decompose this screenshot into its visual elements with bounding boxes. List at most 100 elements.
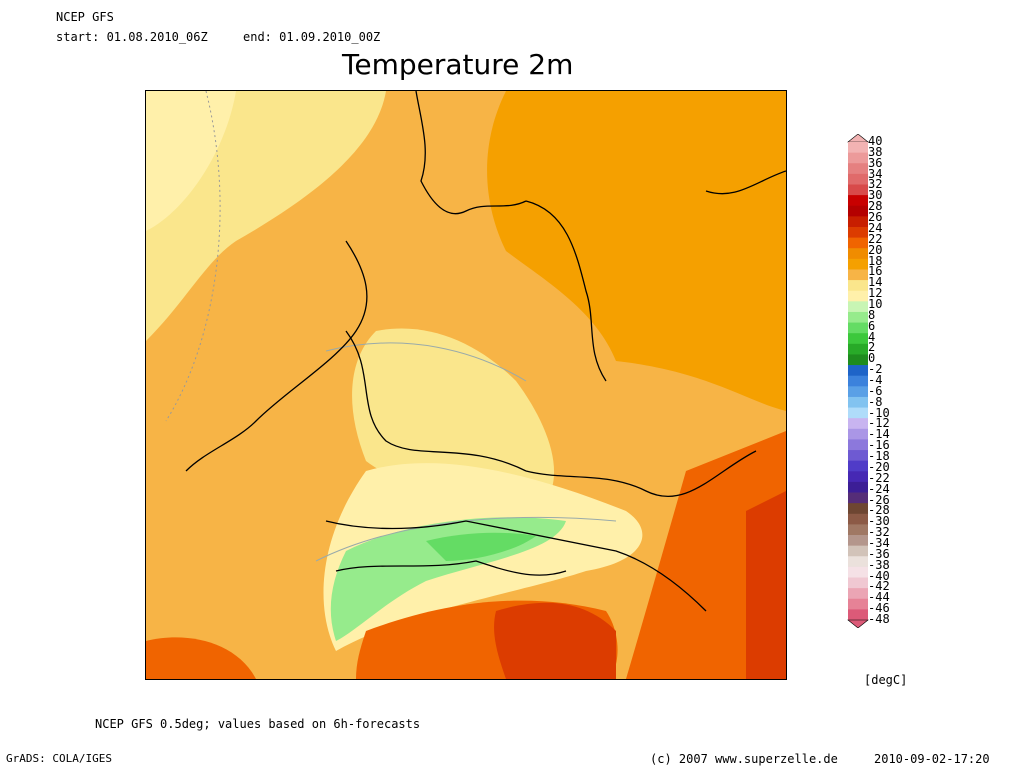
legend-label: 10 (868, 296, 883, 311)
legend-swatch (848, 577, 868, 589)
legend-swatch (848, 471, 868, 483)
legend-swatch (848, 450, 868, 462)
legend-label: -34 (868, 535, 890, 550)
legend-label: -40 (868, 568, 890, 583)
legend-swatch (848, 237, 868, 249)
legend-label: 36 (868, 155, 883, 170)
legend-label: 38 (868, 144, 883, 159)
legend-swatch (848, 258, 868, 270)
legend-swatch (848, 566, 868, 578)
legend-bar (847, 133, 869, 629)
legend-label: -48 (868, 612, 890, 626)
legend-swatch (848, 609, 868, 621)
legend-swatch (848, 375, 868, 387)
legend-label: -20 (868, 459, 890, 474)
legend-swatch (848, 503, 868, 515)
legend-label: -28 (868, 503, 890, 518)
legend-swatch (848, 545, 868, 557)
legend-label: -42 (868, 579, 890, 594)
legend-swatch (848, 301, 868, 313)
legend-swatch (848, 407, 868, 419)
legend-swatch (848, 418, 868, 430)
footer-note: NCEP GFS 0.5deg; values based on 6h-fore… (95, 717, 421, 731)
legend-swatch (848, 322, 868, 334)
temperature-map (145, 90, 787, 680)
legend-arrow-bottom (847, 619, 869, 629)
timestamp: 2010-09-02-17:20 (874, 752, 990, 766)
color-legend (846, 133, 906, 629)
legend-swatch (848, 439, 868, 451)
legend-swatch (848, 142, 868, 154)
legend-swatch (848, 226, 868, 238)
legend-label: 14 (868, 275, 883, 290)
legend-label: -22 (868, 470, 890, 485)
legend-label: -36 (868, 546, 890, 561)
legend-label: 20 (868, 242, 883, 257)
legend-label: 22 (868, 231, 883, 246)
legend-label: 26 (868, 210, 883, 225)
legend-label: 16 (868, 264, 883, 279)
end-time: end: 01.09.2010_00Z (243, 30, 381, 44)
legend-label: 40 (868, 134, 883, 148)
legend-swatch (848, 343, 868, 355)
legend-label: 28 (868, 199, 883, 214)
start-time: start: 01.08.2010_06Z (56, 30, 208, 44)
legend-swatch (848, 386, 868, 398)
legend-label: 8 (868, 307, 876, 322)
legend-swatch (848, 163, 868, 175)
legend-label: 34 (868, 166, 883, 181)
legend-label: -30 (868, 514, 890, 529)
legend-label: -6 (868, 383, 883, 398)
legend-label: -14 (868, 427, 890, 442)
legend-swatch (848, 205, 868, 217)
legend-swatch (848, 524, 868, 536)
legend-label: -4 (868, 373, 883, 387)
legend-swatch (848, 365, 868, 377)
temperature-field (146, 91, 786, 679)
grads-credit: GrADS: COLA/IGES (6, 752, 112, 765)
legend-label: 4 (868, 329, 876, 344)
legend-swatch (848, 556, 868, 568)
legend-label: 24 (868, 220, 883, 235)
legend-label: -38 (868, 557, 890, 572)
legend-swatch (848, 216, 868, 228)
legend-label: -44 (868, 590, 890, 605)
legend-swatch (848, 588, 868, 600)
legend-swatch (848, 280, 868, 292)
legend-swatch (848, 152, 868, 164)
legend-label: 30 (868, 188, 883, 203)
chart-title: Temperature 2m (342, 48, 574, 81)
legend-swatch (848, 598, 868, 610)
legend-label: -46 (868, 601, 890, 616)
legend-label: -26 (868, 492, 890, 507)
legend-swatch (848, 513, 868, 525)
legend-swatch (848, 428, 868, 440)
legend-label: -8 (868, 394, 883, 409)
legend-label: -24 (868, 481, 890, 496)
legend-swatch (848, 290, 868, 302)
legend-swatch (848, 481, 868, 493)
legend-label: 18 (868, 253, 883, 268)
legend-swatch (848, 460, 868, 472)
legend-label: 12 (868, 286, 883, 301)
legend-swatch (848, 492, 868, 504)
legend-label: -18 (868, 449, 890, 464)
legend-label: -2 (868, 362, 883, 377)
legend-swatch (848, 396, 868, 408)
legend-label: -32 (868, 525, 890, 540)
legend-label: 2 (868, 340, 876, 355)
legend-swatch (848, 269, 868, 281)
legend-swatch (848, 333, 868, 345)
legend-swatch (848, 184, 868, 196)
legend-arrow-top (847, 133, 869, 143)
legend-label: 32 (868, 177, 883, 192)
legend-label: -12 (868, 416, 890, 431)
legend-label: -16 (868, 438, 890, 453)
legend-swatch (848, 354, 868, 366)
legend-swatch (848, 248, 868, 260)
legend-label: 6 (868, 318, 876, 333)
legend-label: 0 (868, 351, 876, 366)
legend-swatch (848, 311, 868, 323)
legend-unit: [degC] (864, 673, 908, 687)
legend-swatch (848, 195, 868, 207)
